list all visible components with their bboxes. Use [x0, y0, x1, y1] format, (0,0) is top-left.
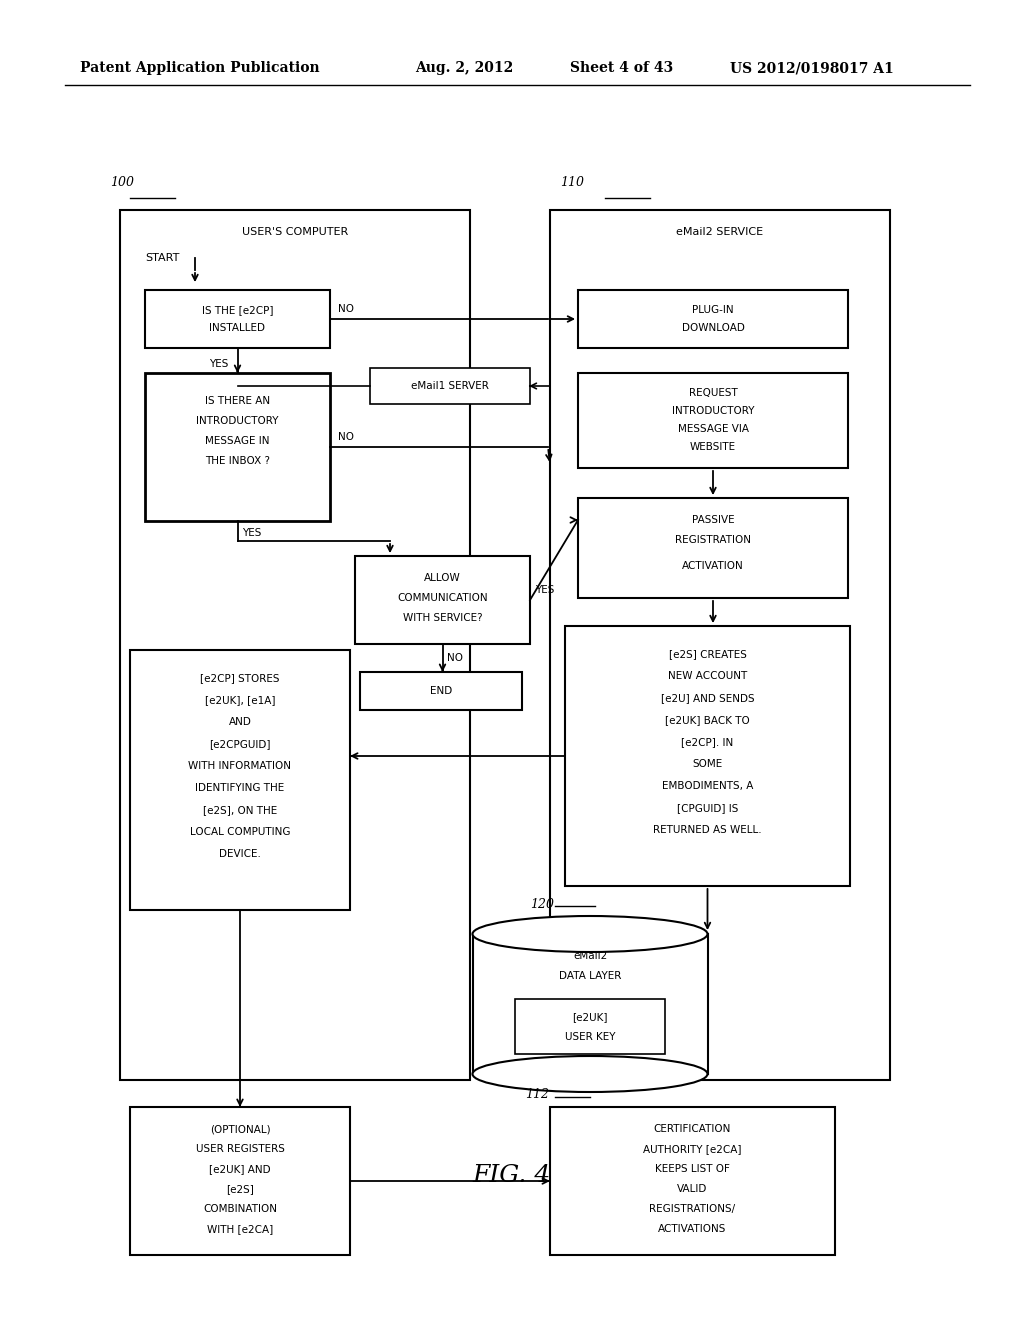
- Text: AUTHORITY [e2CA]: AUTHORITY [e2CA]: [643, 1144, 741, 1154]
- Text: THE INBOX ?: THE INBOX ?: [205, 455, 270, 466]
- Text: NEW ACCOUNT: NEW ACCOUNT: [668, 671, 748, 681]
- Bar: [578, 290, 848, 348]
- Text: WITH INFORMATION: WITH INFORMATION: [188, 762, 292, 771]
- Text: [e2UK]: [e2UK]: [572, 1012, 608, 1022]
- Text: MESSAGE IN: MESSAGE IN: [205, 436, 269, 446]
- Text: YES: YES: [535, 585, 554, 595]
- Text: IDENTIFYING THE: IDENTIFYING THE: [196, 783, 285, 793]
- Text: IS THE [e2CP]: IS THE [e2CP]: [202, 305, 273, 315]
- Text: eMail1 SERVER: eMail1 SERVER: [411, 381, 488, 391]
- Text: EMBODIMENTS, A: EMBODIMENTS, A: [662, 781, 754, 791]
- Text: CERTIFICATION: CERTIFICATION: [653, 1125, 731, 1134]
- Ellipse shape: [472, 916, 708, 952]
- Text: ACTIVATION: ACTIVATION: [682, 561, 743, 572]
- Text: 112: 112: [525, 1089, 549, 1101]
- Text: 100: 100: [110, 176, 134, 189]
- Text: DEVICE.: DEVICE.: [219, 849, 261, 859]
- Bar: [578, 498, 848, 598]
- Text: (OPTIONAL): (OPTIONAL): [210, 1125, 270, 1134]
- Text: YES: YES: [210, 359, 229, 370]
- Text: DOWNLOAD: DOWNLOAD: [682, 323, 744, 333]
- Text: eMail2: eMail2: [572, 950, 607, 961]
- Text: [e2CP]. IN: [e2CP]. IN: [681, 737, 733, 747]
- Text: INTRODUCTORY: INTRODUCTORY: [197, 416, 279, 426]
- Bar: [370, 368, 530, 404]
- Text: eMail2 SERVICE: eMail2 SERVICE: [677, 227, 764, 238]
- Text: COMBINATION: COMBINATION: [203, 1204, 278, 1214]
- Bar: [355, 556, 530, 644]
- Bar: [130, 1107, 350, 1255]
- Text: USER KEY: USER KEY: [565, 1032, 615, 1041]
- Text: ACTIVATIONS: ACTIVATIONS: [658, 1224, 727, 1234]
- Text: 120: 120: [530, 898, 554, 911]
- Bar: [120, 210, 470, 1080]
- Text: Patent Application Publication: Patent Application Publication: [80, 61, 319, 75]
- Bar: [578, 374, 848, 469]
- Bar: [565, 626, 850, 886]
- Text: PLUG-IN: PLUG-IN: [692, 305, 734, 315]
- Text: NO: NO: [338, 304, 354, 314]
- Text: REGISTRATIONS/: REGISTRATIONS/: [649, 1204, 735, 1214]
- Text: 110: 110: [560, 176, 584, 189]
- Text: Sheet 4 of 43: Sheet 4 of 43: [570, 61, 673, 75]
- Text: START: START: [145, 253, 179, 263]
- Text: [e2S], ON THE: [e2S], ON THE: [203, 805, 278, 814]
- Text: END: END: [430, 686, 453, 696]
- Text: USER'S COMPUTER: USER'S COMPUTER: [242, 227, 348, 238]
- Text: Aug. 2, 2012: Aug. 2, 2012: [415, 61, 513, 75]
- Text: [e2UK] AND: [e2UK] AND: [209, 1164, 270, 1173]
- Text: NO: NO: [338, 432, 354, 442]
- Text: LOCAL COMPUTING: LOCAL COMPUTING: [189, 828, 290, 837]
- Text: REQUEST: REQUEST: [688, 388, 737, 399]
- Bar: [515, 999, 665, 1053]
- Bar: [550, 1107, 835, 1255]
- Text: RETURNED AS WELL.: RETURNED AS WELL.: [653, 825, 762, 836]
- Ellipse shape: [472, 1056, 708, 1092]
- Text: [e2CPGUID]: [e2CPGUID]: [209, 739, 270, 748]
- Text: [e2CP] STORES: [e2CP] STORES: [201, 673, 280, 682]
- Text: AND: AND: [228, 717, 252, 727]
- Text: VALID: VALID: [677, 1184, 708, 1195]
- Bar: [130, 649, 350, 909]
- Text: COMMUNICATION: COMMUNICATION: [397, 593, 487, 603]
- Text: WEBSITE: WEBSITE: [690, 442, 736, 451]
- Text: US 2012/0198017 A1: US 2012/0198017 A1: [730, 61, 894, 75]
- Text: PASSIVE: PASSIVE: [691, 515, 734, 525]
- Text: ALLOW: ALLOW: [424, 573, 461, 583]
- Text: SOME: SOME: [692, 759, 723, 770]
- Bar: [145, 290, 330, 348]
- Text: NO: NO: [447, 653, 464, 663]
- Text: [e2UK], [e1A]: [e2UK], [e1A]: [205, 696, 275, 705]
- Bar: [145, 374, 330, 521]
- Text: WITH [e2CA]: WITH [e2CA]: [207, 1224, 273, 1234]
- Text: [CPGUID] IS: [CPGUID] IS: [677, 803, 738, 813]
- Text: YES: YES: [243, 528, 262, 539]
- Bar: [550, 210, 890, 1080]
- Text: [e2S] CREATES: [e2S] CREATES: [669, 649, 746, 659]
- Text: [e2S]: [e2S]: [226, 1184, 254, 1195]
- Text: INTRODUCTORY: INTRODUCTORY: [672, 407, 755, 416]
- Text: REGISTRATION: REGISTRATION: [675, 535, 751, 545]
- Text: USER REGISTERS: USER REGISTERS: [196, 1144, 285, 1154]
- Text: [e2UK] BACK TO: [e2UK] BACK TO: [666, 715, 750, 725]
- Text: FIG. 4: FIG. 4: [473, 1163, 551, 1187]
- Text: DATA LAYER: DATA LAYER: [559, 972, 622, 981]
- Bar: [472, 935, 708, 1074]
- Text: KEEPS LIST OF: KEEPS LIST OF: [655, 1164, 730, 1173]
- Text: MESSAGE VIA: MESSAGE VIA: [678, 424, 749, 434]
- Text: [e2U] AND SENDS: [e2U] AND SENDS: [660, 693, 755, 704]
- Text: IS THERE AN: IS THERE AN: [205, 396, 270, 407]
- Text: WITH SERVICE?: WITH SERVICE?: [402, 612, 482, 623]
- Bar: [360, 672, 522, 710]
- Text: INSTALLED: INSTALLED: [210, 323, 265, 333]
